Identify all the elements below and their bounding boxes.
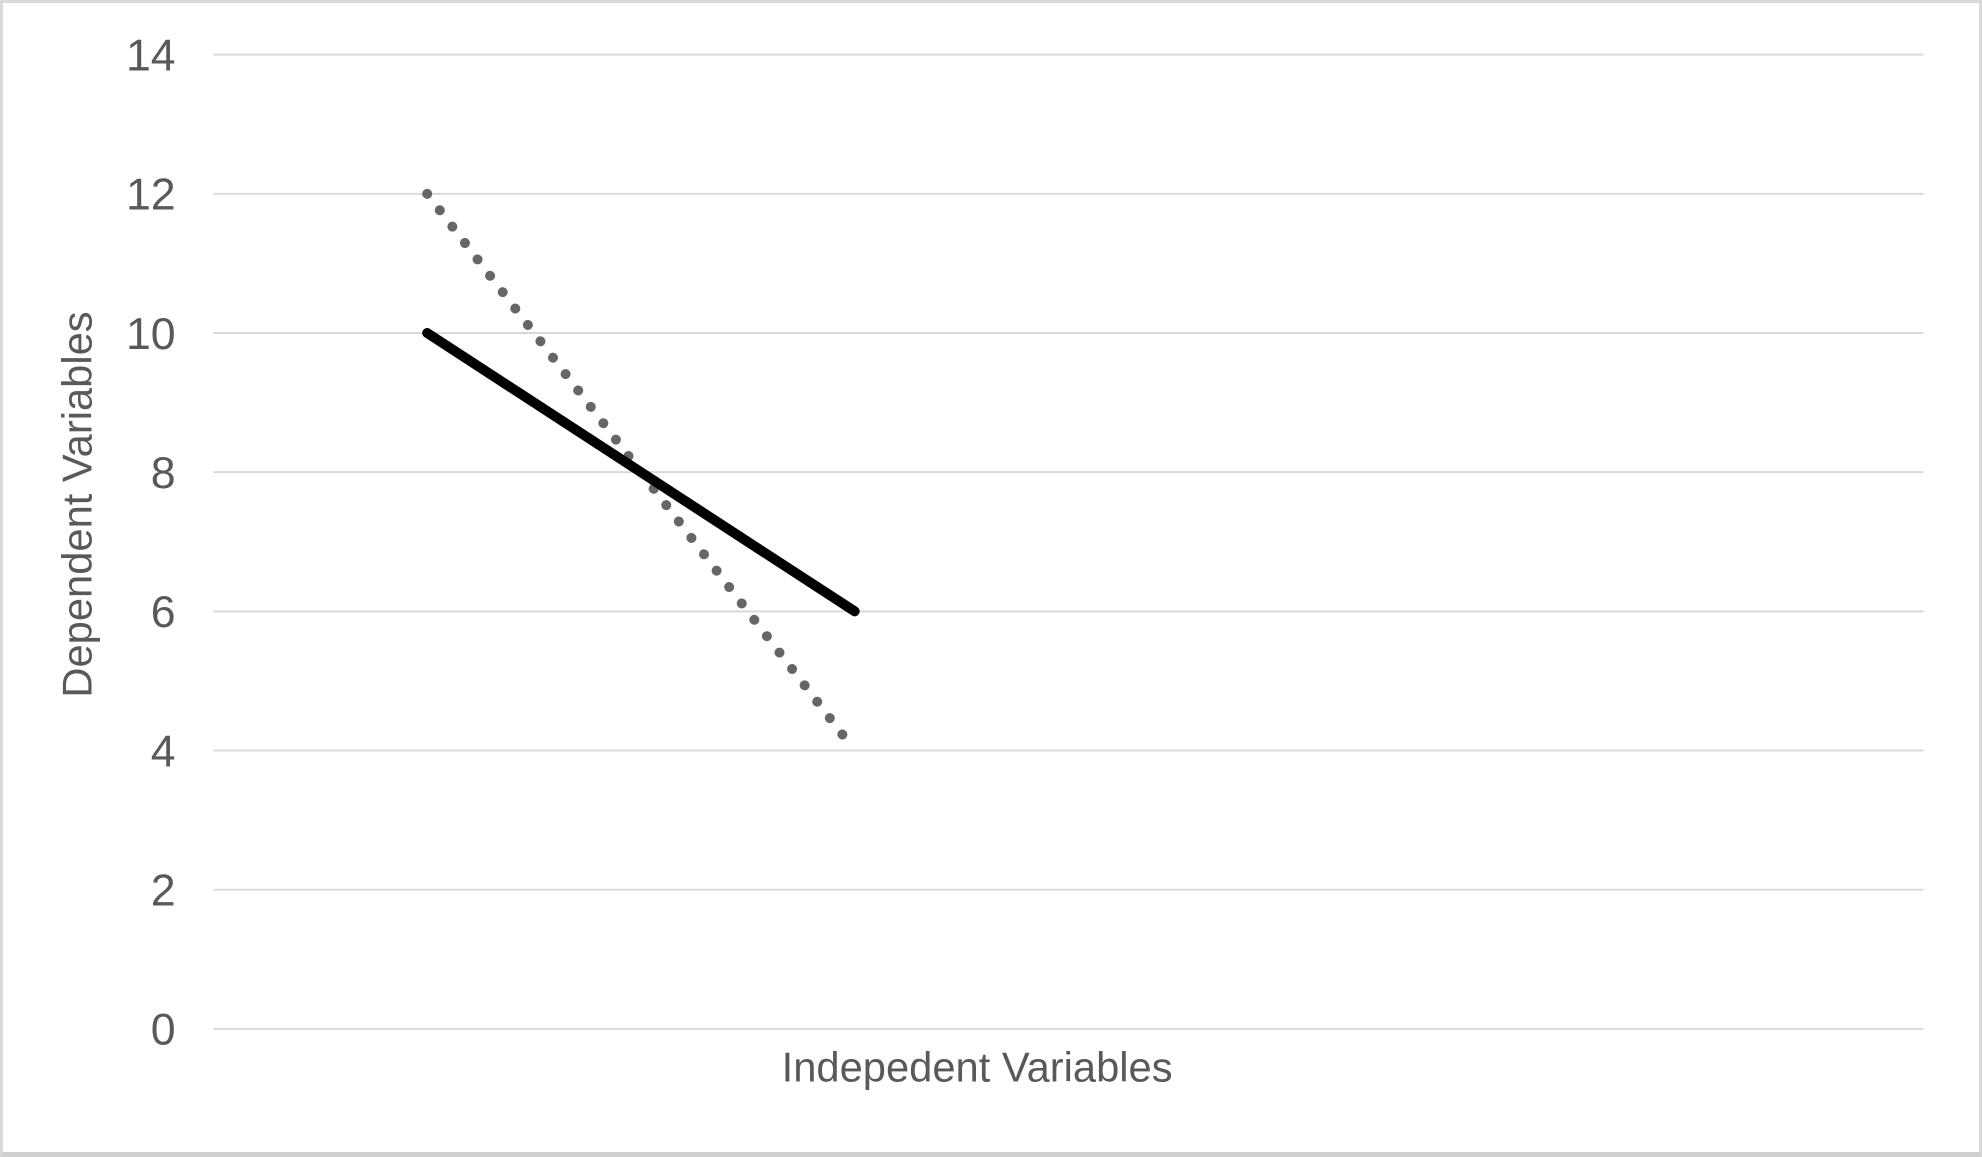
series-layer <box>422 188 860 756</box>
x-axis-title: Indepedent Variables <box>782 1043 1173 1090</box>
y-tick-label: 4 <box>151 727 176 776</box>
gridlines-layer <box>213 53 1924 1030</box>
y-axis-tick-labels: 0 2 4 6 8 10 12 14 <box>126 32 176 1055</box>
y-tick-label: 12 <box>126 171 176 220</box>
y-axis-title: Dependent Variables <box>53 311 100 697</box>
y-tick-label: 2 <box>151 867 176 916</box>
y-tick-label: 8 <box>151 449 176 498</box>
y-tick-label: 10 <box>126 310 176 359</box>
y-tick-label: 0 <box>151 1006 176 1055</box>
y-tick-label: 6 <box>151 588 176 637</box>
y-tick-label: 14 <box>126 32 176 81</box>
series-solid-black-line <box>422 328 860 617</box>
chart-canvas: 0 2 4 6 8 10 12 14 Dependent Variables Indepede… <box>53 32 1924 1090</box>
